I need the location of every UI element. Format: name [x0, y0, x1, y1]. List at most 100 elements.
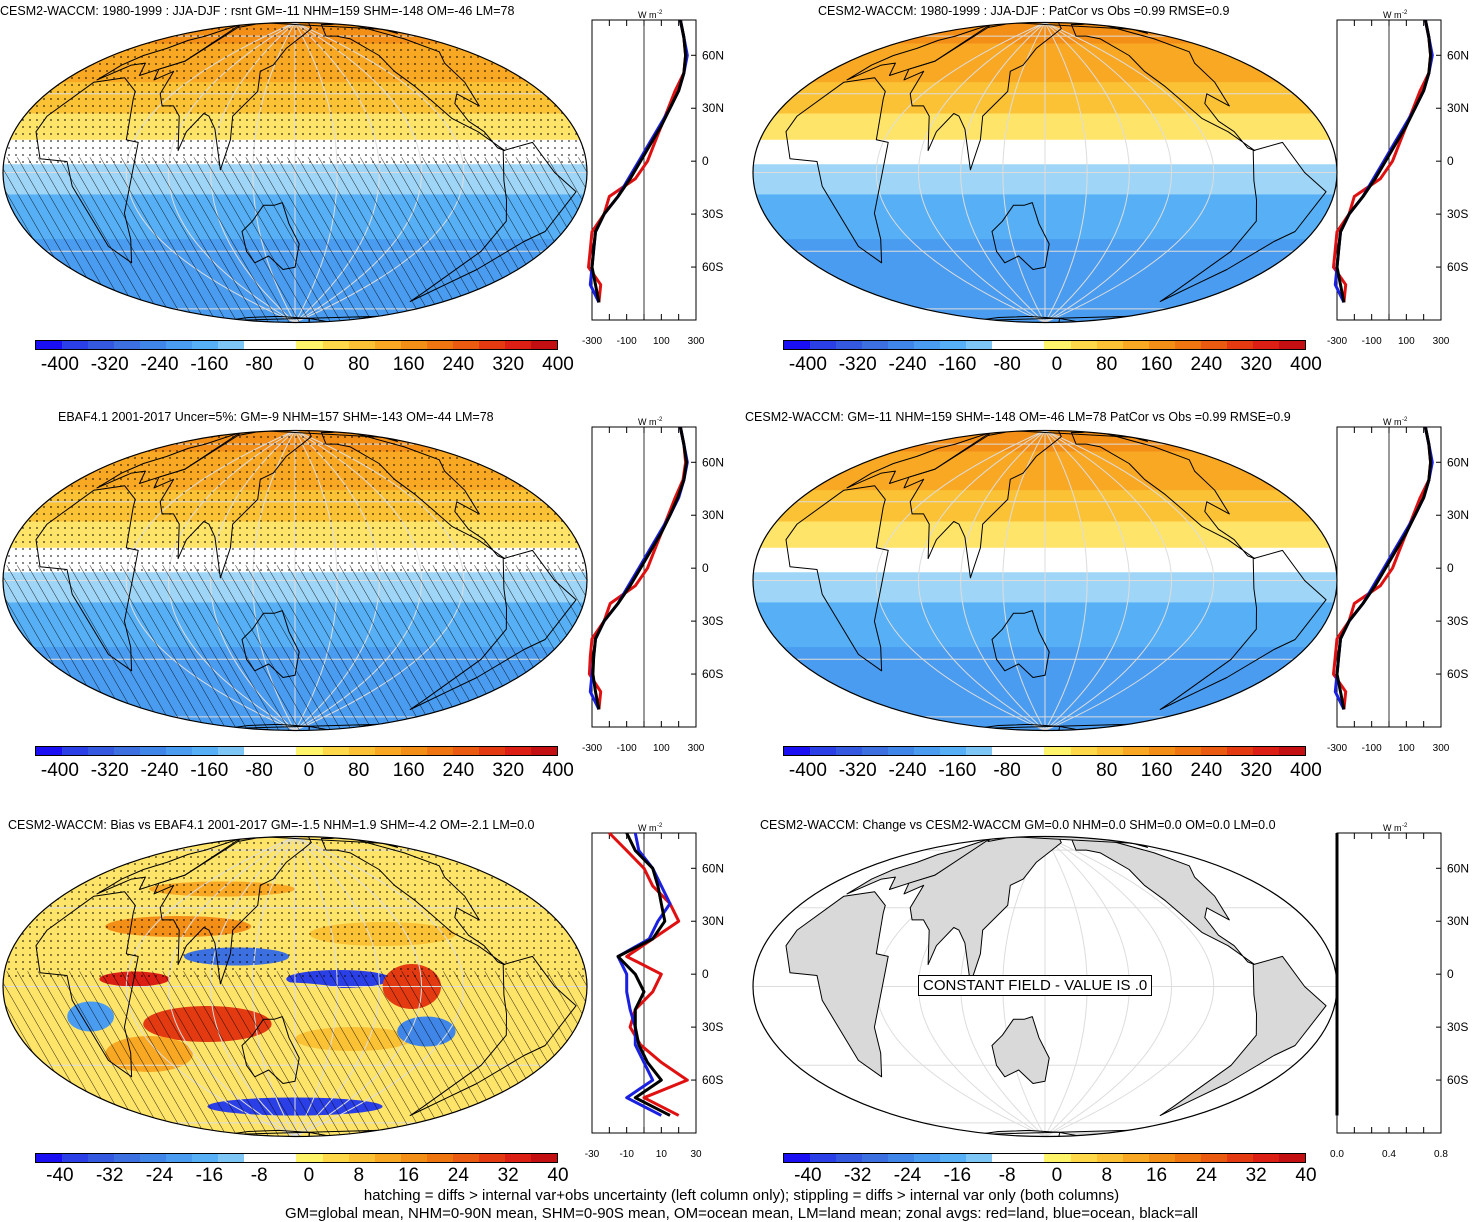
- colorbar-tick-label: -80: [993, 760, 1021, 781]
- zonal-x-label: 0.8: [1434, 1149, 1448, 1160]
- colorbar-tick-label: 16: [397, 1165, 420, 1186]
- colorbar-swatch: [530, 747, 557, 755]
- zonal-unit-sup: -2: [657, 10, 663, 16]
- colorbar-swatch: [452, 341, 479, 349]
- zonal-lat-label: 60N: [1447, 455, 1469, 469]
- colorbar-tick-label: 400: [542, 760, 574, 781]
- zonal-lat-label: 60S: [1447, 1073, 1468, 1087]
- zonal-lat-label: 60N: [1447, 861, 1469, 875]
- colorbar-swatch: [784, 747, 811, 755]
- stippling-overlay: [3, 836, 587, 981]
- hatching-overlay: [3, 157, 587, 323]
- zonal-lat-label: 30N: [1447, 101, 1469, 115]
- colorbar-swatch: [810, 1154, 837, 1162]
- colorbar-swatch: [1148, 341, 1175, 349]
- colorbar-swatch: [888, 747, 915, 755]
- colorbar-tick-label: -32: [95, 1165, 124, 1186]
- colorbar-tick-label: -400: [40, 354, 79, 375]
- colorbar-swatch: [504, 747, 531, 755]
- zonal-line-land: [1332, 19, 1433, 303]
- zonal-lat-label: 60N: [702, 861, 724, 875]
- zonal-lat-label: 0: [702, 967, 709, 981]
- colorbar-labels-4: -400 -320 -240 -160 -80 0 80 160 240 320 400: [783, 760, 1322, 784]
- zonal-unit-label: W m: [638, 823, 657, 833]
- zonal-x-label: 10: [656, 1149, 668, 1160]
- colorbar-swatch: [1252, 341, 1279, 349]
- colorbar-tick-label: 80: [348, 760, 370, 781]
- colorbar-tick-label: 240: [442, 760, 475, 781]
- zonal-lat-label: 30S: [702, 207, 723, 221]
- panel-title-4: CESM2-WACCM: GM=-11 NHM=159 SHM=-148 OM=…: [745, 410, 1291, 424]
- zonal-line-land: [608, 831, 689, 1117]
- zonal-unit-label: W m: [638, 10, 657, 20]
- zonal-unit-sup: -2: [1402, 417, 1408, 423]
- colorbar-tick-label: -16: [943, 1165, 972, 1186]
- continent-asia: [903, 22, 1062, 171]
- colorbar-1: [35, 340, 558, 350]
- colorbar-tick-label: 80: [1096, 354, 1118, 375]
- colorbar-swatch: [810, 341, 837, 349]
- colorbar-tick-label: 400: [1290, 354, 1322, 375]
- graticule-lon: [876, 430, 1046, 731]
- colorbar-tick-label: -8: [998, 1165, 1016, 1186]
- colorbar-swatch: [166, 1154, 193, 1162]
- footer-line-2: GM=global mean, NHM=0-90N mean, SHM=0-90…: [284, 1205, 1198, 1222]
- colorbar-swatch: [530, 341, 557, 349]
- zonal-unit-label: W m: [1383, 10, 1402, 20]
- zonal-lat-label: 60S: [702, 667, 723, 681]
- zonal-lat-label: 30N: [702, 508, 724, 522]
- zonal-lat-label: 60S: [702, 260, 723, 274]
- zonal-line-ocean: [616, 832, 672, 1117]
- panel-title-1: CESM2-WACCM: 1980-1999 : JJA-DJF : rsnt …: [0, 4, 515, 18]
- colorbar-swatch: [400, 341, 427, 349]
- graticule-lon: [1044, 22, 1214, 323]
- colorbar-labels-2: -400 -320 -240 -160 -80 0 80 160 240 320 400: [783, 354, 1322, 378]
- colorbar-swatch: [88, 1154, 115, 1162]
- colorbar-tick-label: 8: [1101, 1165, 1113, 1186]
- colorbar-swatch: [218, 1154, 245, 1162]
- graticule-lon: [876, 22, 1046, 323]
- colorbar-swatch: [1278, 341, 1305, 349]
- colorbar-tick-label: -160: [190, 760, 229, 781]
- colorbar-swatch: [192, 341, 219, 349]
- zonal-lat-label: 60N: [702, 455, 724, 469]
- colorbar-swatch: [966, 1154, 993, 1162]
- colorbar-swatch: [1174, 747, 1201, 755]
- zonal-lat-label: 0: [1447, 967, 1454, 981]
- zonal-lat-label: 30S: [702, 614, 723, 628]
- zonal-unit-sup: -2: [1402, 823, 1408, 829]
- colorbar-swatch: [888, 1154, 915, 1162]
- graticule-lon: [960, 22, 1046, 323]
- colorbar-swatch: [1018, 341, 1045, 349]
- colorbar-swatch: [140, 341, 167, 349]
- zonal-x-label: 300: [688, 743, 705, 754]
- colorbar-swatch: [348, 1154, 375, 1162]
- zonal-panel-4: W m -2 60N 30N 0 30S 60S -300 -100 100 300: [1327, 417, 1469, 754]
- colorbar-tick-label: -16: [195, 1165, 224, 1186]
- colorbar-tick-label: 320: [1240, 354, 1273, 375]
- colorbar-tick-label: 240: [1190, 354, 1223, 375]
- zonal-lat-label: 60N: [1447, 48, 1469, 62]
- colorbar-swatch: [992, 747, 1019, 755]
- zonal-x-label: 100: [1398, 336, 1415, 347]
- colorbar-swatch: [966, 747, 993, 755]
- map-panel-3: [2, 429, 588, 732]
- colorbar-swatch: [1096, 747, 1123, 755]
- colorbar-swatch: [374, 341, 401, 349]
- colorbar-tick-label: 0: [303, 760, 315, 781]
- colorbar-3: [35, 746, 558, 756]
- zonal-x-label: -300: [582, 336, 602, 347]
- colorbar-swatch: [452, 747, 479, 755]
- zonal-frame: [1336, 832, 1442, 1134]
- colorbar-swatch: [504, 1154, 531, 1162]
- colorbar-swatch: [36, 341, 63, 349]
- colorbar-swatch: [1148, 747, 1175, 755]
- colorbar-swatch: [270, 341, 297, 349]
- colorbar-swatch: [244, 1154, 271, 1162]
- colorbar-swatch: [1174, 1154, 1201, 1162]
- colorbar-swatch: [270, 747, 297, 755]
- zonal-line-land: [1332, 426, 1433, 710]
- colorbar-swatch: [992, 1154, 1019, 1162]
- colorbar-swatch: [244, 341, 271, 349]
- zonal-x-label: -100: [1362, 336, 1382, 347]
